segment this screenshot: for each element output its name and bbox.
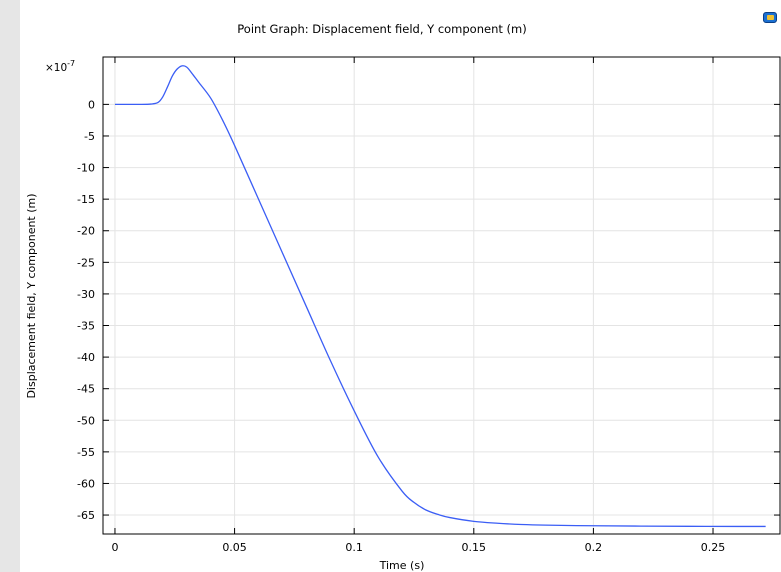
y-tick-label: -25 [77, 256, 95, 269]
y-tick-label: -55 [77, 446, 95, 459]
y-tick-label: -5 [84, 130, 95, 143]
x-tick-label: 0.15 [462, 541, 487, 554]
grid-lines [103, 57, 780, 534]
y-axis-multiplier: ×10-7 [45, 59, 75, 74]
y-tick-label: -35 [77, 320, 95, 333]
x-tick-labels: 0 0.05 0.1 0.15 0.2 0.25 [111, 541, 725, 554]
y-tick-label: -40 [77, 351, 95, 364]
series-line [114, 65, 766, 528]
x-tick-label: 0.25 [701, 541, 726, 554]
y-tick-labels: 0 -5 -10 -15 -20 -25 -30 -35 -40 -45 -50 -55 -60 -65 [77, 98, 95, 522]
y-axis-title: Displacement field, Y component (m) [25, 193, 38, 398]
y-tick-label: -60 [77, 477, 95, 490]
y-tick-label: -30 [77, 288, 95, 301]
y-tick-label: 0 [88, 98, 95, 111]
y-tick-label: -15 [77, 193, 95, 206]
x-tick-label: 0.1 [345, 541, 363, 554]
plot-area-frame [102, 56, 781, 535]
x-tick-label: 0 [111, 541, 118, 554]
chart-title: Point Graph: Displacement field, Y compo… [237, 22, 526, 36]
axis-ticks [103, 57, 780, 534]
x-tick-label: 0.05 [222, 541, 247, 554]
y-tick-label: -45 [77, 383, 95, 396]
y-tick-label: -65 [77, 509, 95, 522]
y-tick-label: -50 [77, 414, 95, 427]
y-tick-label: -20 [77, 225, 95, 238]
point-graph: Point Graph: Displacement field, Y compo… [25, 22, 781, 572]
y-tick-label: -10 [77, 162, 95, 175]
x-axis-title: Time (s) [379, 559, 425, 572]
app-logo-icon [763, 12, 777, 23]
x-tick-label: 0.2 [585, 541, 603, 554]
plot-panel: Point Graph: Displacement field, Y compo… [20, 0, 781, 572]
